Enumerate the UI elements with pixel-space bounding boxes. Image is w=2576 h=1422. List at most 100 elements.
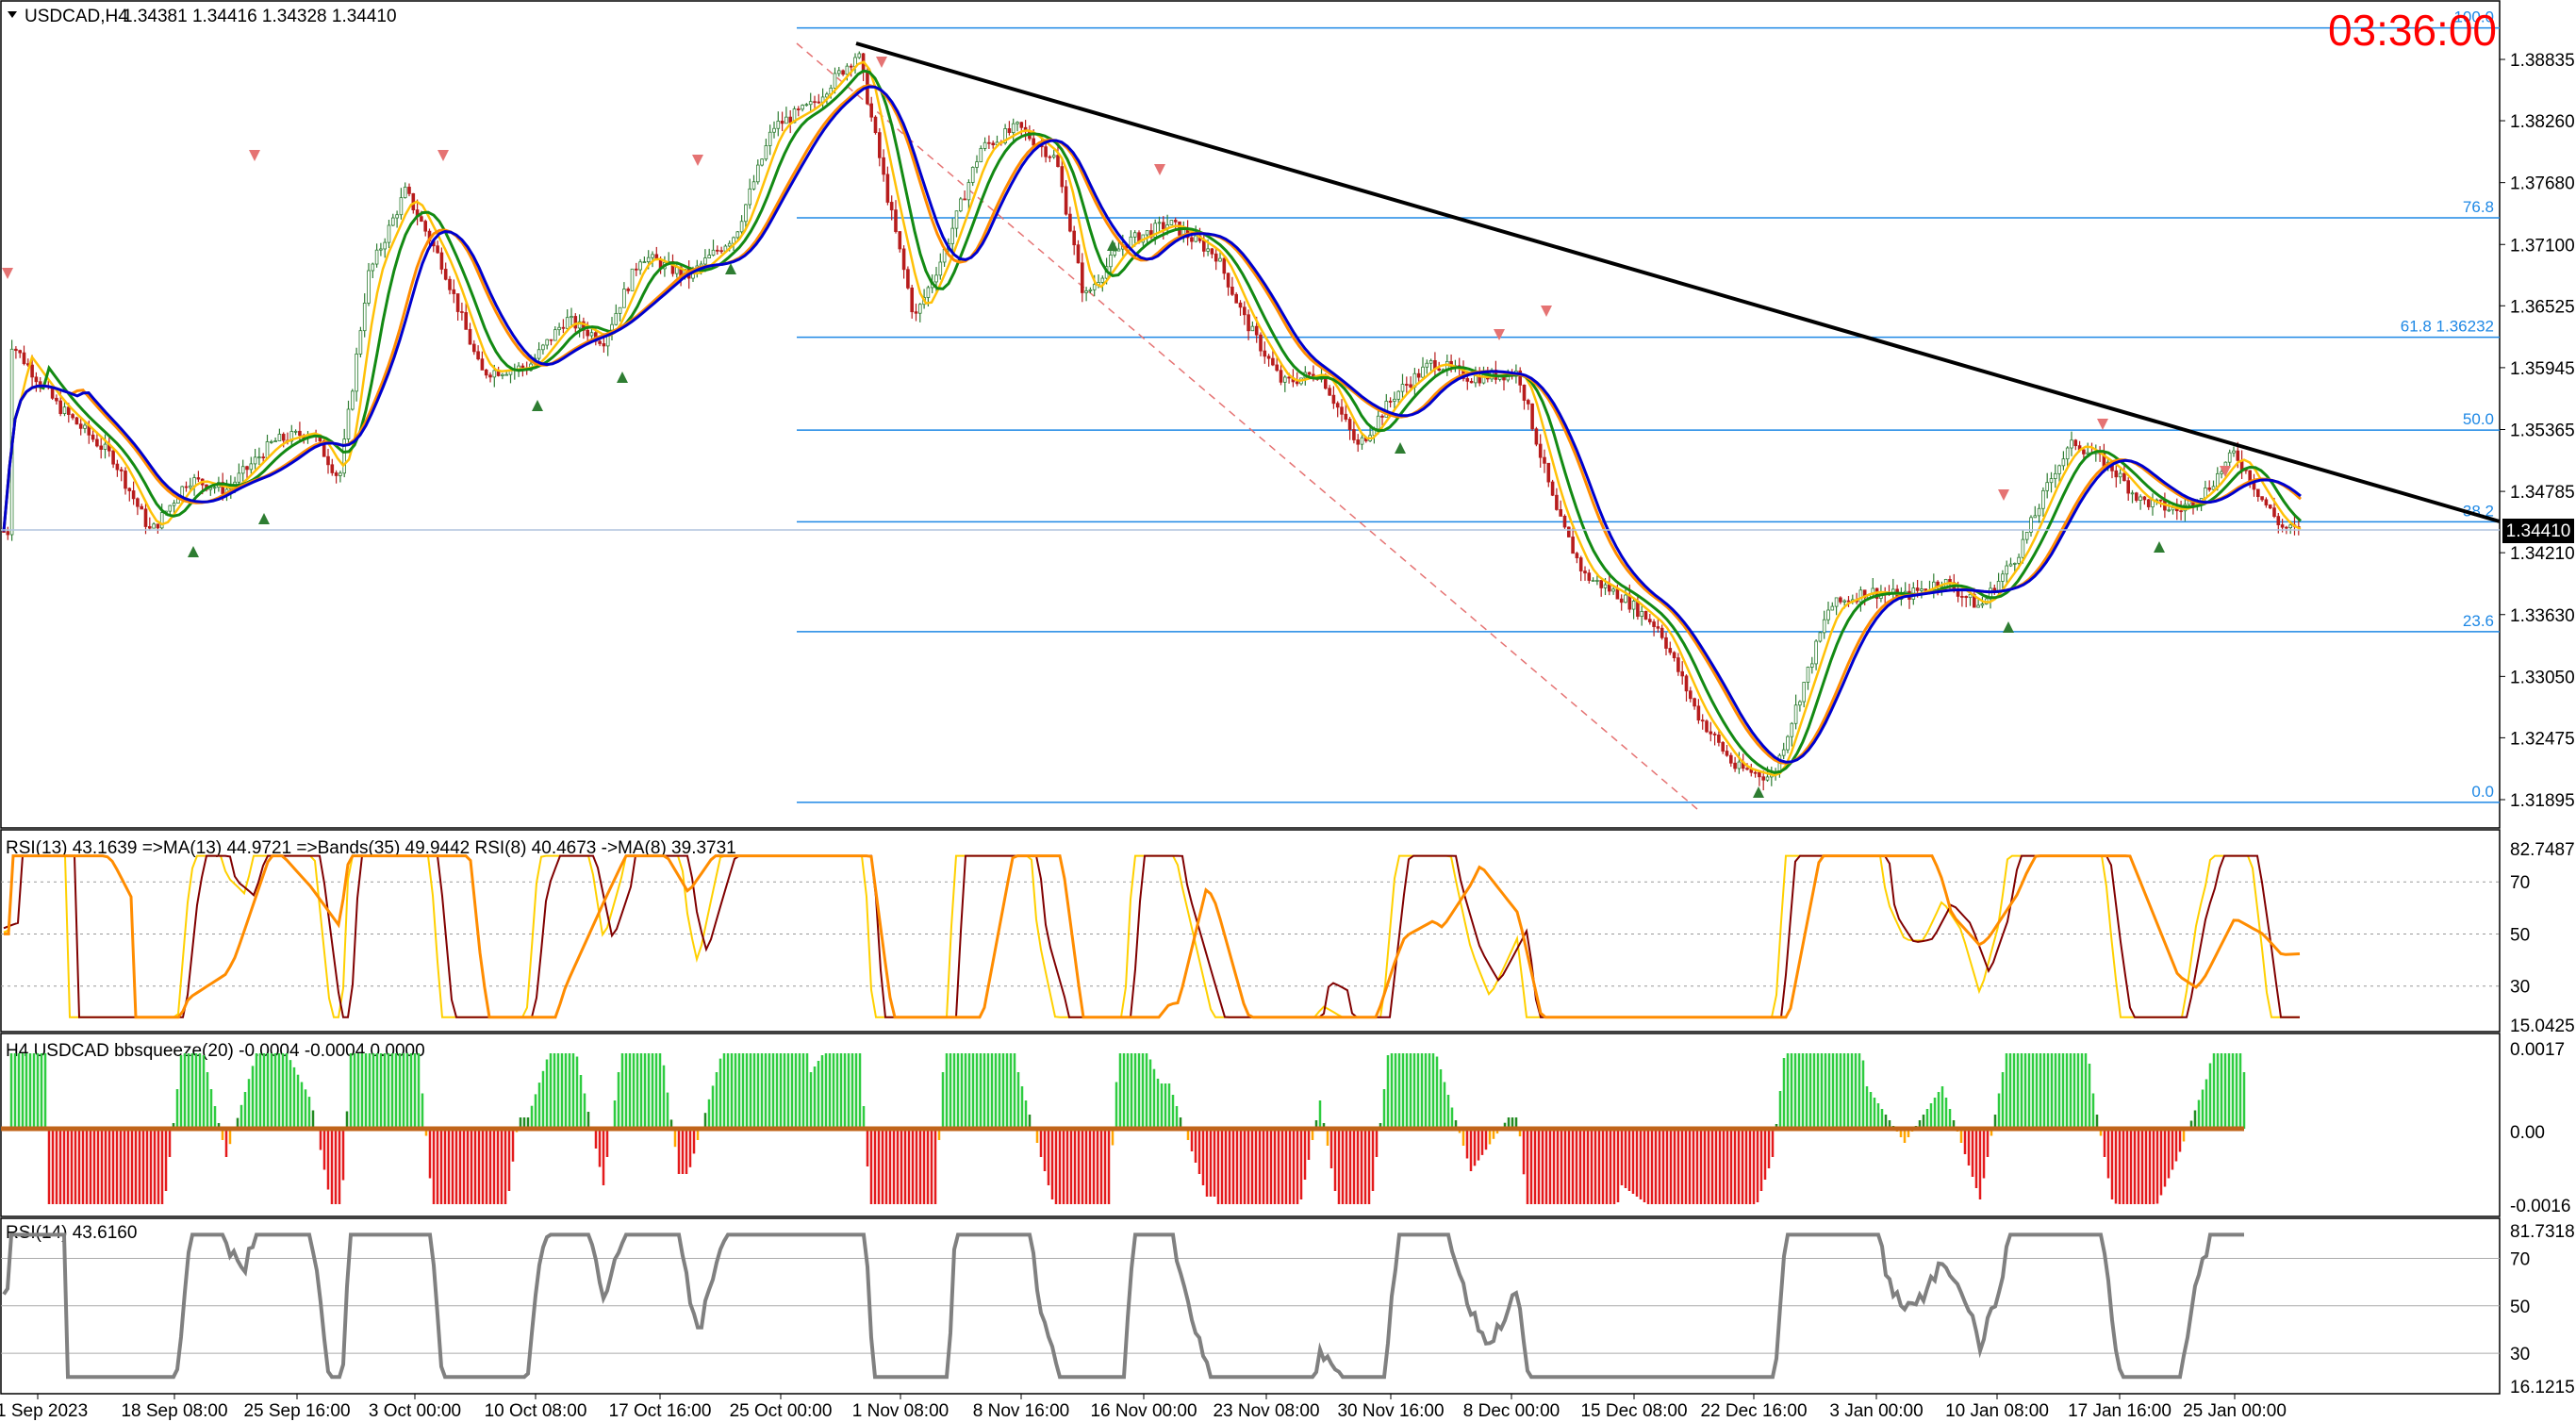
candle-body: [873, 116, 878, 134]
candle-body: [2227, 452, 2232, 463]
price-tick-label: 1.37680: [2510, 174, 2575, 194]
candle-body: [1652, 621, 1656, 627]
down-arrow-icon: [876, 57, 887, 68]
candle-body: [1084, 290, 1088, 293]
price-tick-label: 1.34785: [2510, 483, 2575, 503]
bbsqueeze-panel-label: H4 USDCAD bbsqueeze(20) -0.0004 -0.0004 …: [6, 1041, 425, 1061]
candle-body: [488, 374, 492, 378]
candle-body: [2045, 482, 2050, 491]
menu-triangle-icon[interactable]: [8, 11, 17, 18]
rsi14-tick-label: 70: [2510, 1250, 2530, 1270]
candle-body: [642, 261, 647, 264]
candle-body: [403, 187, 407, 199]
candle-body: [2049, 478, 2054, 484]
candle-body: [614, 312, 619, 325]
candle-body: [1081, 262, 1084, 293]
candle-body: [703, 257, 707, 265]
candle-body: [1555, 494, 1559, 510]
candle-body: [1595, 580, 1599, 582]
candle-body: [460, 311, 464, 313]
candle-body: [768, 131, 772, 146]
time-tick-label: 16 Nov 00:00: [1090, 1401, 1197, 1421]
candle-body: [1608, 584, 1611, 592]
candle-body: [1100, 277, 1105, 283]
candle-body: [2146, 499, 2151, 507]
candle-body: [926, 287, 931, 298]
candle-body: [407, 187, 411, 194]
candle-body: [2280, 524, 2285, 528]
candle-body: [2288, 524, 2293, 529]
candle-body: [1016, 122, 1019, 124]
candle-body: [2167, 509, 2171, 512]
current-price-box: [2502, 519, 2574, 543]
candle-body: [1765, 776, 1770, 781]
candle-body: [557, 326, 561, 331]
candle-body: [1530, 403, 1534, 430]
candle-body: [801, 105, 804, 110]
main-price-panel[interactable]: [0, 0, 2501, 829]
candle-body: [1786, 736, 1790, 751]
bbsqueeze-panel[interactable]: [0, 1033, 2501, 1217]
candle-body: [67, 406, 71, 415]
candle-body: [1218, 257, 1222, 262]
price-tick-label: 1.33050: [2510, 668, 2575, 687]
candle-body: [841, 70, 845, 75]
candle-body: [464, 312, 468, 330]
candle-body: [1190, 237, 1194, 242]
candle-body: [1465, 378, 1470, 382]
candle-body: [1409, 384, 1412, 388]
candle-body: [62, 406, 67, 414]
candle-body: [22, 352, 26, 365]
candle-body: [1619, 598, 1624, 604]
candle-body: [707, 255, 711, 258]
candle-body: [253, 456, 257, 465]
candle-body: [918, 304, 922, 314]
candle-body: [711, 249, 716, 256]
rsi-ma-panel[interactable]: [0, 829, 2501, 1033]
candle-body: [2138, 496, 2142, 501]
candle-body: [1527, 400, 1530, 405]
candle-body: [630, 268, 635, 291]
candle-body: [1356, 439, 1361, 445]
candle-body: [1689, 690, 1693, 700]
candle-body: [1721, 741, 1726, 752]
candle-body: [914, 311, 918, 314]
candle-body: [577, 321, 582, 329]
candle-body: [1842, 600, 1847, 603]
candle-body: [1259, 334, 1263, 352]
candle-body: [1826, 609, 1830, 620]
downtrend-line[interactable]: [855, 41, 2501, 523]
candle-body: [735, 231, 740, 239]
candle-body: [983, 141, 987, 149]
candle-body: [119, 469, 124, 471]
candle-body: [1234, 293, 1239, 304]
candle-body: [111, 450, 115, 465]
down-arrow-icon: [1154, 164, 1165, 175]
candle-body: [346, 408, 351, 439]
candle-body: [910, 287, 914, 313]
candle-body: [1611, 588, 1615, 592]
current-price-label: 1.34410: [2506, 521, 2571, 541]
candle-body: [894, 209, 898, 232]
candle-body: [1793, 704, 1798, 724]
candle-body: [1271, 357, 1275, 366]
candle-body: [1538, 443, 1543, 458]
candle-body: [2215, 472, 2220, 488]
candle-body: [265, 441, 270, 458]
candle-body: [1761, 776, 1766, 781]
candle-body: [436, 245, 439, 254]
candle-body: [938, 261, 943, 276]
candle-body: [1238, 302, 1243, 308]
candle-body: [2118, 472, 2122, 478]
time-tick-label: 25 Oct 00:00: [730, 1401, 833, 1421]
candle-body: [573, 316, 578, 329]
fibonacci-retracement[interactable]: 100.0 76.8 61.8 1.36232 50.0 38.2 23.6 0.0: [797, 8, 2500, 803]
candle-body: [1696, 705, 1701, 721]
candle-body: [792, 108, 797, 124]
rsi14-tick-label: 30: [2510, 1345, 2530, 1364]
candle-body: [1668, 648, 1673, 653]
candle-body: [541, 344, 545, 351]
candle-body: [1376, 415, 1380, 430]
candle-body: [289, 431, 294, 442]
